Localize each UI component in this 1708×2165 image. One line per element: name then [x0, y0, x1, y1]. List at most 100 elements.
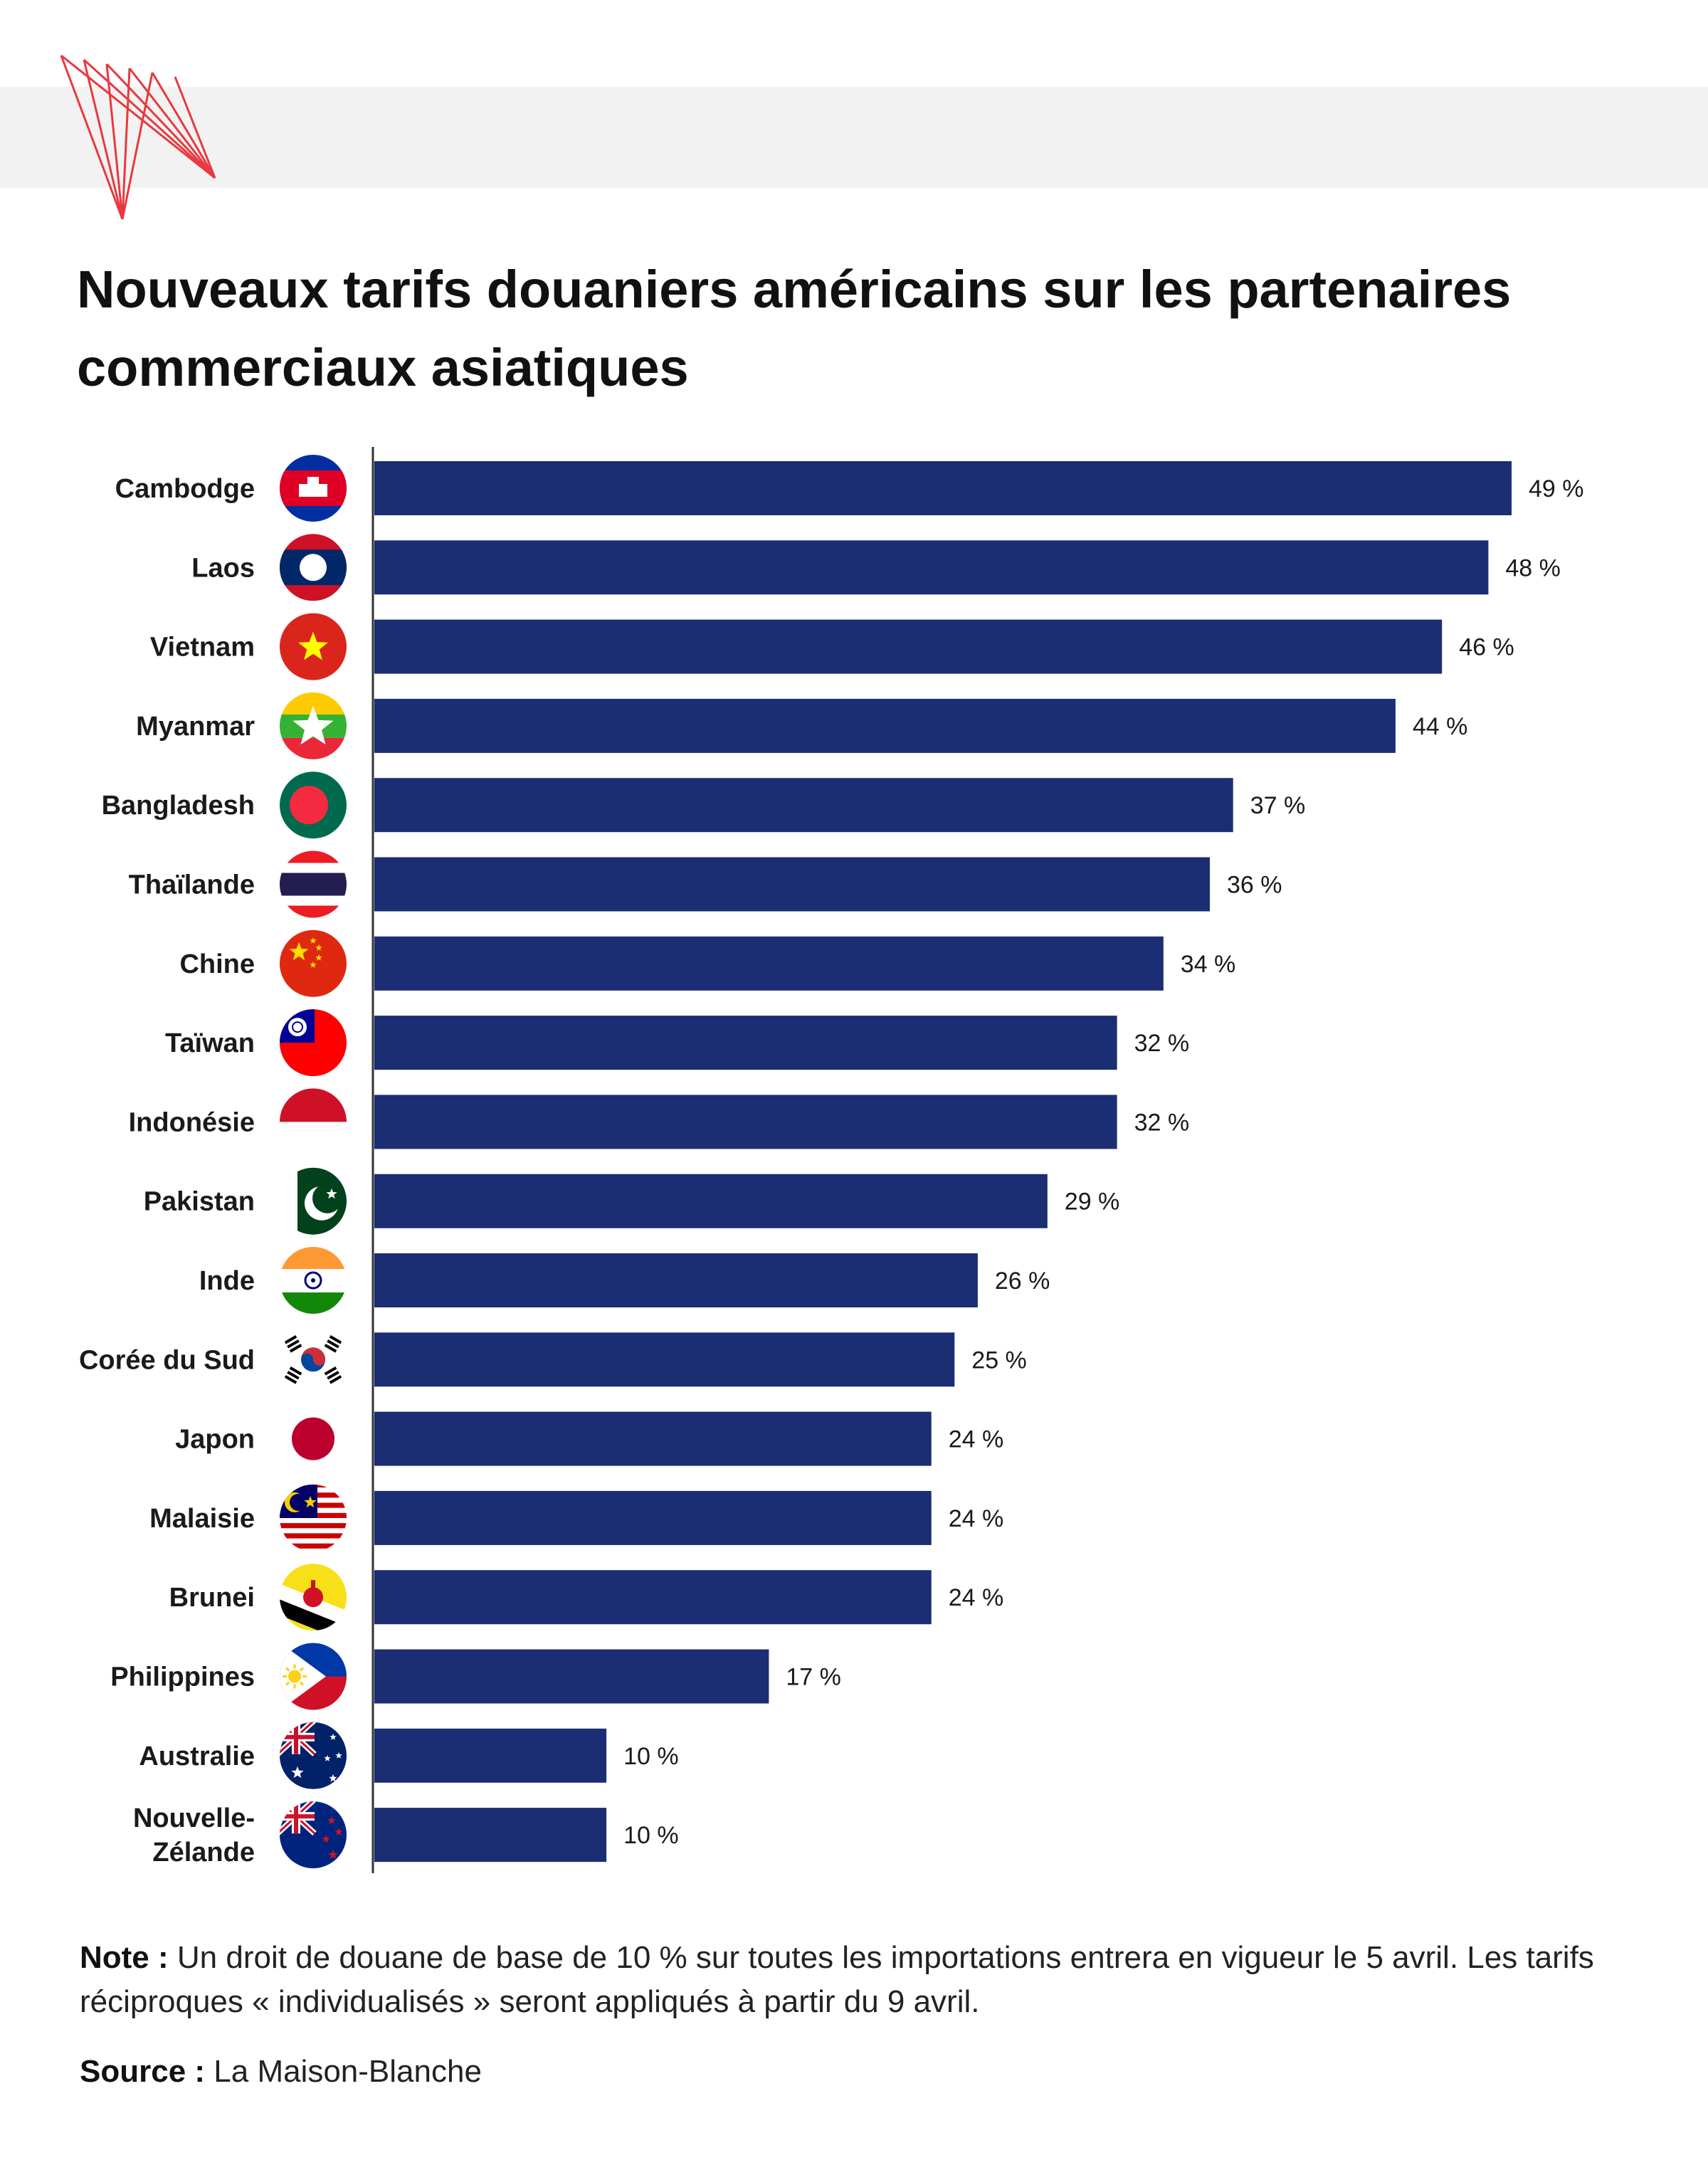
bar-row-pakistan: Pakistan 29 % — [144, 1167, 1120, 1235]
category-label: Corée du Sud — [79, 1345, 255, 1375]
chart-note: Note : Un droit de douane de base de 10 … — [80, 1936, 1660, 2024]
bar — [374, 1570, 932, 1625]
bar-row-nouvelle-zelande: Nouvelle-Zélande 10 % — [133, 1801, 679, 1869]
bar-row-brunei: Brunei 24 % — [169, 1564, 1004, 1631]
bar — [374, 698, 1396, 753]
value-label: 10 % — [623, 1743, 679, 1770]
category-label: Laos — [191, 553, 255, 583]
bar — [374, 1649, 769, 1704]
category-label: Malaisie — [149, 1504, 255, 1534]
flag-taiwan-icon — [280, 1009, 347, 1077]
brand-logo-icon — [60, 54, 216, 220]
bar — [374, 1174, 1048, 1228]
bar — [374, 619, 1443, 674]
flag-thailand-icon — [280, 850, 347, 918]
bar — [374, 1016, 1117, 1070]
category-label: Nouvelle-Zélande — [133, 1803, 255, 1868]
value-label: 44 % — [1413, 713, 1467, 740]
flag-laos-icon — [280, 534, 347, 601]
category-label: Chine — [179, 949, 255, 979]
bar — [374, 1411, 932, 1466]
flag-south-korea-icon — [280, 1326, 347, 1394]
flag-cambodia-icon — [280, 455, 347, 522]
category-label: Thaïlande — [129, 870, 255, 900]
value-label: 29 % — [1065, 1189, 1120, 1216]
bar — [374, 1095, 1117, 1149]
bar-row-japon: Japon 24 % — [175, 1405, 1004, 1473]
category-label: Myanmar — [136, 712, 255, 742]
category-label: Cambodge — [115, 474, 255, 504]
value-label: 32 % — [1134, 1030, 1190, 1057]
value-label: 24 % — [949, 1505, 1004, 1532]
category-label: Indonésie — [129, 1107, 255, 1137]
value-label: 48 % — [1505, 554, 1561, 581]
bar-row-cambodge: Cambodge 49 % — [115, 455, 1584, 522]
chart-source: Source : La Maison-Blanche — [80, 2050, 1660, 2094]
flag-pakistan-icon — [280, 1167, 347, 1235]
flag-japan-icon — [280, 1405, 347, 1473]
bar-row-thailande: Thaïlande 36 % — [129, 850, 1282, 918]
value-label: 32 % — [1134, 1109, 1190, 1136]
category-label: Japon — [175, 1425, 255, 1455]
flag-myanmar-icon — [280, 692, 347, 759]
header-band — [0, 87, 1708, 188]
flag-india-icon — [280, 1247, 347, 1314]
flag-philippines-icon — [280, 1643, 347, 1710]
flag-new-zealand-icon — [280, 1801, 347, 1869]
bar — [374, 1253, 978, 1307]
value-label: 10 % — [623, 1822, 679, 1849]
flag-china-icon — [280, 929, 347, 997]
bar-row-chine: Chine 34 % — [179, 929, 1236, 997]
bar — [374, 1808, 607, 1863]
category-label: Australie — [139, 1742, 255, 1771]
category-label: Taïwan — [165, 1028, 255, 1058]
tariff-bar-chart: Cambodge 49 % Laos 48 % Vietnam 46 % Myanmar 44… — [79, 447, 1584, 1873]
flag-brunei-icon — [280, 1564, 347, 1631]
flag-bangladesh-icon — [280, 771, 347, 839]
bar — [374, 461, 1512, 515]
note-label: Note : — [80, 1940, 169, 1975]
bar — [374, 1332, 955, 1387]
value-label: 17 % — [786, 1664, 841, 1691]
value-label: 37 % — [1250, 792, 1306, 819]
flag-australia-icon — [280, 1722, 347, 1789]
bar — [374, 857, 1210, 912]
bar-row-myanmar: Myanmar 44 % — [136, 692, 1467, 759]
category-label: Bangladesh — [102, 791, 255, 821]
bar-row-taiwan: Taïwan 32 % — [165, 1009, 1190, 1077]
bar-row-philippines: Philippines 17 % — [110, 1643, 841, 1710]
bar — [374, 936, 1164, 991]
bar-row-indonesie: Indonésie 32 % — [129, 1088, 1190, 1156]
bar — [374, 778, 1233, 833]
bar-row-australie: Australie 10 % — [139, 1722, 679, 1789]
source-text: La Maison-Blanche — [205, 2054, 482, 2089]
bar — [374, 1728, 607, 1783]
bar-row-vietnam: Vietnam 46 % — [150, 613, 1514, 680]
bar-row-bangladesh: Bangladesh 37 % — [102, 771, 1306, 839]
bar-row-malaisie: Malaisie 24 % — [149, 1484, 1004, 1552]
category-label: Inde — [199, 1266, 255, 1296]
bar-row-coree-du-sud: Corée du Sud 25 % — [79, 1326, 1027, 1394]
flag-malaysia-icon — [280, 1484, 347, 1552]
category-label: Vietnam — [150, 633, 255, 663]
value-label: 26 % — [995, 1268, 1050, 1295]
flag-indonesia-icon — [280, 1088, 347, 1156]
category-label: Pakistan — [144, 1187, 255, 1217]
value-label: 24 % — [949, 1426, 1004, 1453]
value-label: 36 % — [1227, 872, 1282, 899]
value-label: 25 % — [971, 1347, 1027, 1374]
source-label: Source : — [80, 2054, 206, 2089]
bar-row-inde: Inde 26 % — [199, 1247, 1050, 1314]
category-label: Brunei — [169, 1583, 255, 1613]
value-label: 24 % — [949, 1584, 1004, 1611]
value-label: 34 % — [1181, 951, 1236, 978]
bar — [374, 540, 1489, 595]
bar-row-laos: Laos 48 % — [191, 534, 1561, 601]
category-label: Philippines — [110, 1663, 255, 1692]
page-title: Nouveaux tarifs douaniers américains sur… — [77, 260, 1512, 397]
value-label: 49 % — [1529, 475, 1584, 502]
value-label: 46 % — [1459, 634, 1514, 661]
note-text: Un droit de douane de base de 10 % sur t… — [80, 1940, 1594, 2019]
flag-vietnam-icon — [280, 613, 347, 680]
bar — [374, 1490, 932, 1545]
